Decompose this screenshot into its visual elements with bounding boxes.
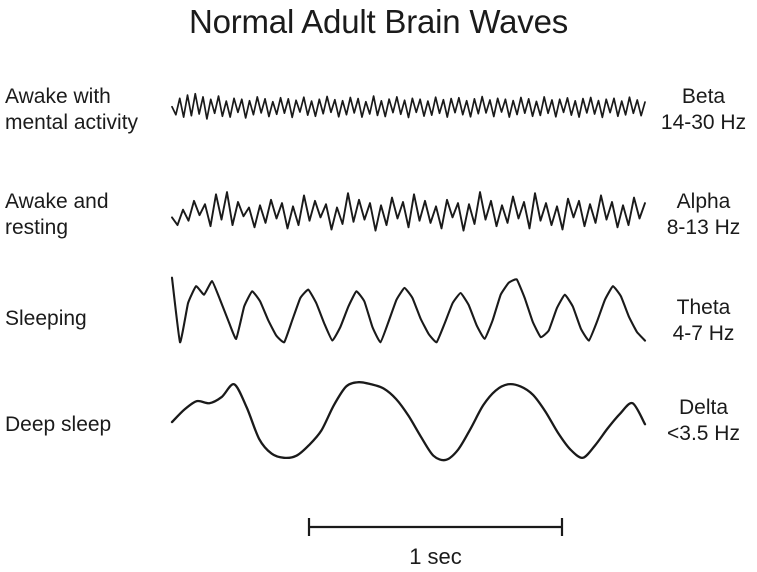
band-frequency-range: 8-13 Hz	[666, 216, 741, 239]
row-label-line1: Awake with	[5, 85, 111, 108]
band-label-beta: Beta 14-30 Hz	[650, 84, 757, 136]
waveform-theta	[170, 276, 647, 344]
row-label-line2: resting	[5, 216, 69, 239]
scale-bar-label: 1 sec	[409, 544, 462, 569]
row-label-line1: Awake and	[5, 190, 109, 213]
row-label-line2: mental activity	[5, 111, 139, 134]
waveform-beta	[171, 92, 646, 120]
row-label-line1: Deep sleep	[5, 413, 112, 436]
band-label-delta: Delta <3.5 Hz	[650, 395, 757, 447]
band-label-theta: Theta 4-7 Hz	[650, 295, 757, 347]
band-frequency-range: 4-7 Hz	[672, 322, 735, 345]
row-label-alpha: Awake and resting	[5, 189, 170, 241]
band-frequency-range: 14-30 Hz	[660, 111, 747, 134]
waveform-delta	[170, 381, 647, 462]
page-title: Normal Adult Brain Waves	[188, 3, 569, 40]
band-frequency-range: <3.5 Hz	[667, 422, 740, 445]
row-label-delta: Deep sleep	[5, 412, 170, 438]
row-label-theta: Sleeping	[5, 306, 170, 332]
band-label-alpha: Alpha 8-13 Hz	[650, 189, 757, 241]
scale-bar	[307, 518, 564, 536]
waveform-group	[170, 92, 647, 462]
row-label-line1: Sleeping	[5, 307, 87, 330]
band-name: Theta	[676, 296, 731, 319]
waveform-alpha	[171, 191, 646, 232]
band-name: Delta	[678, 396, 729, 419]
band-name: Alpha	[676, 190, 731, 213]
band-name: Beta	[681, 85, 726, 108]
row-label-beta: Awake with mental activity	[5, 84, 170, 136]
